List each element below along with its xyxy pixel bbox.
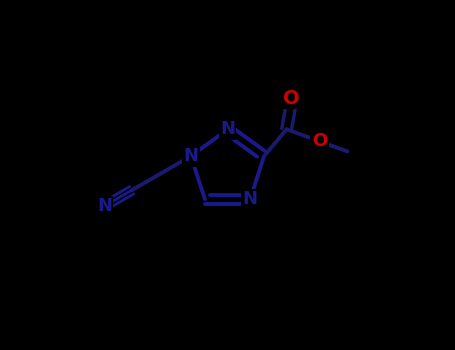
Text: O: O	[283, 89, 300, 108]
Text: N: N	[243, 190, 258, 208]
Text: O: O	[312, 132, 327, 150]
Text: N: N	[97, 197, 112, 215]
Text: N: N	[220, 120, 235, 139]
Text: N: N	[183, 147, 198, 165]
